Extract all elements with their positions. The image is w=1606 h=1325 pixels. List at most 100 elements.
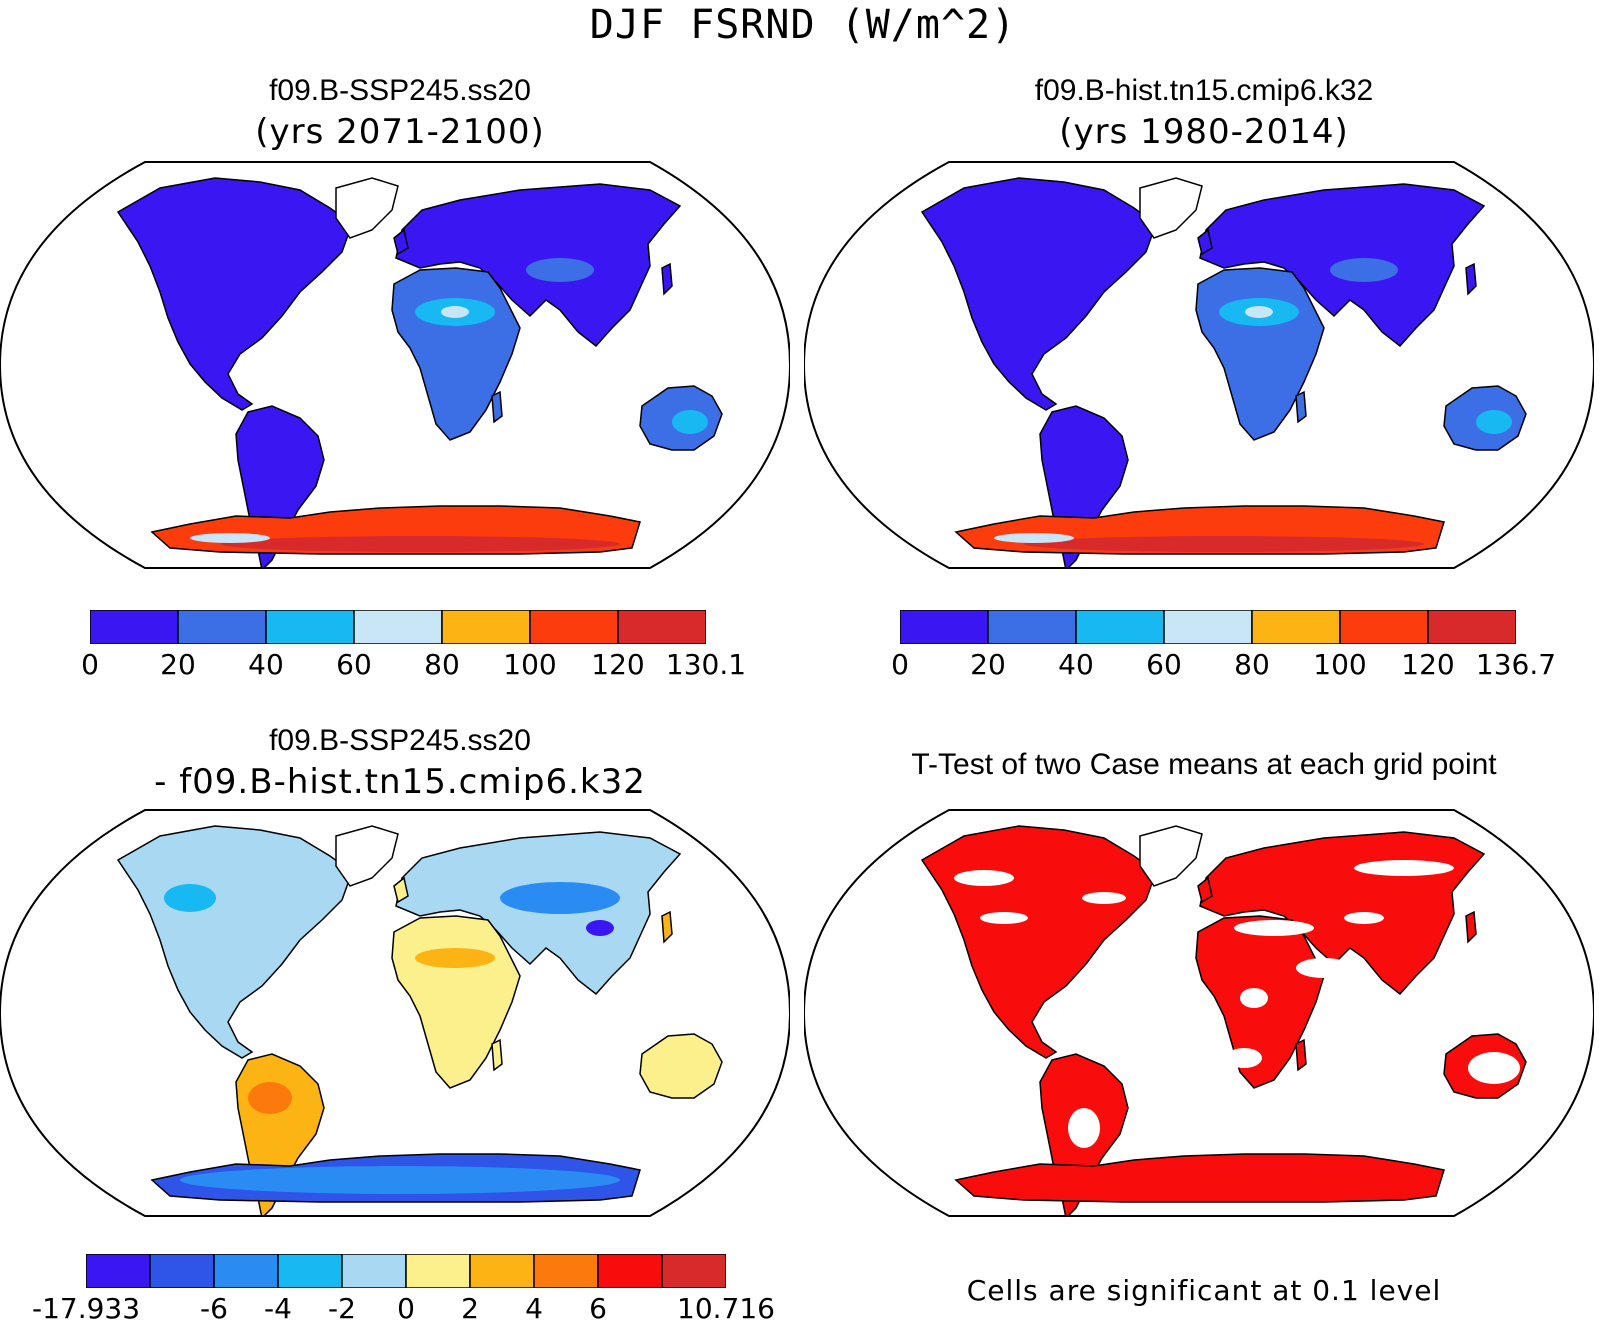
colorbar-swatch-9 — [661, 1253, 727, 1289]
colorbar-tick-label: 20 — [970, 648, 1006, 681]
land-greenland — [1139, 825, 1203, 887]
asia-negative-patch — [500, 882, 620, 914]
sahara-core-patch — [441, 306, 469, 318]
land-northAmerica — [920, 825, 1157, 1059]
antarctica-negative-patch — [180, 1166, 620, 1194]
map-difference-svg — [0, 809, 792, 1217]
land-uk — [1197, 228, 1213, 256]
land-uk — [1197, 876, 1213, 904]
land-japan — [1465, 910, 1477, 944]
colorbar-difference-svg — [85, 1253, 727, 1289]
figure-title: DJF FSRND (W/m^2) — [589, 2, 1017, 48]
colorbar-swatch-3 — [277, 1253, 343, 1289]
map-frame — [802, 161, 1596, 569]
colorbar-tick-label: 120 — [1401, 648, 1455, 681]
map-case2-svg — [802, 161, 1596, 569]
colorbar-tick-label: -6 — [200, 1292, 228, 1325]
sahara-positive-patch — [415, 948, 495, 968]
nonsignificant-patch-7 — [1354, 860, 1454, 876]
panel-difference-title: f09.B-SSP245.ss20 — [269, 724, 531, 757]
colorbar-tick-label: 60 — [1146, 648, 1182, 681]
land-madagascar — [1295, 1038, 1307, 1072]
colorbar-swatch-6 — [617, 609, 707, 645]
nonsignificant-patch-10 — [1240, 988, 1268, 1008]
land-northAmerica — [920, 177, 1157, 411]
colorbar-tick-label: 80 — [1234, 648, 1270, 681]
colorbar-swatch-7 — [533, 1253, 599, 1289]
map-frame — [802, 809, 1596, 1217]
colorbar-tick-label: 80 — [424, 648, 460, 681]
land-eurasia — [395, 831, 682, 996]
australia-center-patch — [672, 410, 708, 434]
land-madagascar — [491, 390, 503, 424]
colorbar-swatch-5 — [529, 609, 619, 645]
na-negative-patch — [164, 884, 216, 912]
colorbar-tick-label: 100 — [1313, 648, 1367, 681]
colorbar-swatch-4 — [341, 1253, 407, 1289]
australia-center-patch — [1476, 410, 1512, 434]
panel-difference-subtitle: - f09.B-hist.tn15.cmip6.k32 — [154, 762, 646, 802]
colorbar-tick-label: 10.716 — [677, 1292, 775, 1325]
panel-case1-title: f09.B-SSP245.ss20 — [269, 74, 531, 107]
nonsignificant-patch-2 — [1234, 920, 1314, 936]
land-japan — [661, 910, 673, 944]
colorbar-tick-label: 6 — [589, 1292, 607, 1325]
sahara-core-patch — [1245, 306, 1273, 318]
land-madagascar — [491, 1038, 503, 1072]
map-frame — [0, 161, 792, 569]
colorbar-case1-svg — [89, 609, 707, 645]
antarctica-core-patch — [220, 536, 620, 552]
colorbar-tick-label: 0 — [81, 648, 99, 681]
land-japan — [1465, 262, 1477, 296]
colorbar-swatch-8 — [597, 1253, 663, 1289]
tibet-patch — [526, 258, 594, 282]
antarctica-edge-patch — [190, 533, 270, 543]
land-northAmerica — [116, 825, 353, 1059]
colorbar-swatch-0 — [89, 609, 179, 645]
land-northAmerica — [116, 177, 353, 411]
amazon-positive-patch — [248, 1082, 292, 1114]
nonsignificant-patch-9 — [1344, 912, 1384, 924]
colorbar-swatch-2 — [213, 1253, 279, 1289]
colorbar-tick-label: 120 — [591, 648, 645, 681]
colorbar-tick-label: 60 — [336, 648, 372, 681]
antarctica-edge-patch — [994, 533, 1074, 543]
colorbar-tick-label: 100 — [503, 648, 557, 681]
colorbar-swatch-2 — [1075, 609, 1165, 645]
land-greenland — [1139, 177, 1203, 239]
land-australia — [639, 1033, 723, 1099]
colorbar-swatch-3 — [353, 609, 443, 645]
colorbar-swatch-1 — [149, 1253, 215, 1289]
map-case1 — [0, 160, 792, 574]
land-uk — [393, 228, 409, 256]
land-antarctica — [954, 1153, 1445, 1203]
colorbar-swatch-6 — [469, 1253, 535, 1289]
colorbar-tick-label: 0 — [397, 1292, 415, 1325]
colorbar-tick-label: 4 — [525, 1292, 543, 1325]
nonsignificant-patch-3 — [1296, 958, 1352, 978]
asia-core-negative-patch — [586, 920, 614, 936]
colorbar-swatch-2 — [265, 609, 355, 645]
colorbar-tick-label: 40 — [248, 648, 284, 681]
map-case1-svg — [0, 161, 792, 569]
colorbar-case1: 0 20 40 60 80 100 120 130.1 — [81, 609, 746, 681]
colorbar-swatch-0 — [85, 1253, 151, 1289]
colorbar-difference: -17.933 -6 -4 -2 0 2 4 6 10.716 — [32, 1253, 775, 1325]
panel-ttest-title: T-Test of two Case means at each grid po… — [911, 748, 1497, 781]
colorbar-tick-label: 2 — [461, 1292, 479, 1325]
colorbar-swatch-3 — [1163, 609, 1253, 645]
map-frame — [0, 809, 792, 1217]
colorbar-tick-label: 136.7 — [1475, 648, 1557, 681]
colorbar-swatch-5 — [405, 1253, 471, 1289]
colorbar-tick-label: -17.933 — [31, 1292, 141, 1325]
significance-note: Cells are significant at 0.1 level — [966, 1274, 1442, 1307]
colorbar-swatch-6 — [1427, 609, 1517, 645]
land-greenland — [335, 825, 399, 887]
colorbar-tick-label: 40 — [1058, 648, 1094, 681]
nonsignificant-patch-8 — [1082, 892, 1126, 904]
antarctica-core-patch — [1024, 536, 1424, 552]
panel-case1-subtitle: (yrs 2071-2100) — [255, 112, 545, 152]
colorbar-tick-label: 20 — [160, 648, 196, 681]
colorbar-tick-label: 0 — [891, 648, 909, 681]
land-greenland — [335, 177, 399, 239]
